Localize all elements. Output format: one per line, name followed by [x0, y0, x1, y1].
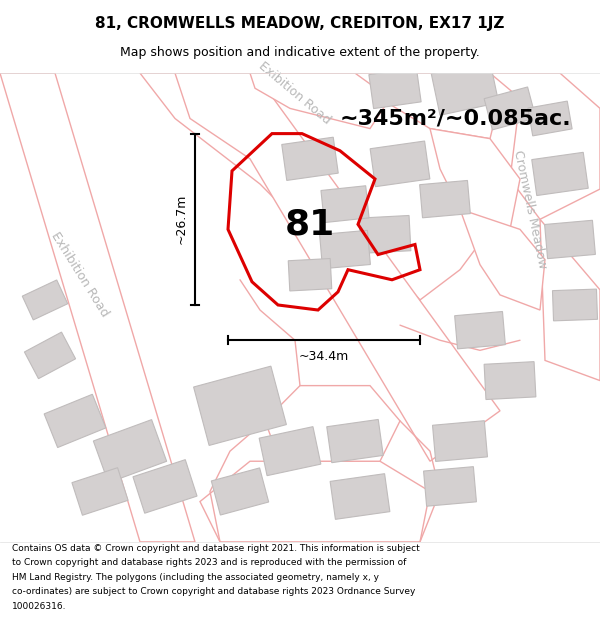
Polygon shape [72, 468, 128, 515]
Text: to Crown copyright and database rights 2023 and is reproduced with the permissio: to Crown copyright and database rights 2… [12, 558, 406, 568]
Polygon shape [250, 73, 390, 129]
Polygon shape [433, 421, 487, 461]
Text: Exhibition Road: Exhibition Road [49, 230, 112, 319]
Polygon shape [359, 216, 411, 253]
Polygon shape [350, 73, 500, 139]
Polygon shape [133, 459, 197, 513]
Text: ~26.7m: ~26.7m [175, 194, 187, 244]
Polygon shape [0, 73, 195, 542]
Polygon shape [484, 87, 536, 130]
Text: ~345m²/~0.085ac.: ~345m²/~0.085ac. [340, 109, 572, 129]
Polygon shape [460, 209, 545, 310]
Polygon shape [211, 468, 269, 515]
Polygon shape [140, 73, 420, 325]
Polygon shape [528, 101, 572, 136]
Polygon shape [540, 219, 600, 381]
Text: 81, CROMWELLS MEADOW, CREDITON, EX17 1JZ: 81, CROMWELLS MEADOW, CREDITON, EX17 1JZ [95, 16, 505, 31]
Polygon shape [553, 289, 598, 321]
Polygon shape [545, 220, 595, 259]
Polygon shape [424, 467, 476, 506]
Text: Map shows position and indicative extent of the property.: Map shows position and indicative extent… [120, 46, 480, 59]
Text: Cromwells Meadow: Cromwells Meadow [511, 149, 549, 270]
Polygon shape [320, 231, 370, 269]
Polygon shape [455, 311, 505, 349]
Text: Exibition Road: Exibition Road [256, 59, 334, 127]
Polygon shape [430, 129, 520, 229]
Polygon shape [327, 419, 383, 462]
Polygon shape [200, 461, 430, 542]
Polygon shape [259, 427, 321, 476]
Text: ~34.4m: ~34.4m [299, 350, 349, 363]
Text: co-ordinates) are subject to Crown copyright and database rights 2023 Ordnance S: co-ordinates) are subject to Crown copyr… [12, 588, 415, 596]
Polygon shape [265, 386, 400, 461]
Polygon shape [369, 68, 421, 109]
Polygon shape [321, 186, 369, 222]
Polygon shape [44, 394, 106, 448]
Text: Contains OS data © Crown copyright and database right 2021. This information is : Contains OS data © Crown copyright and d… [12, 544, 420, 553]
Polygon shape [532, 152, 588, 196]
Polygon shape [175, 73, 500, 461]
Polygon shape [431, 61, 499, 115]
Polygon shape [370, 141, 430, 187]
Polygon shape [288, 259, 332, 291]
Text: HM Land Registry. The polygons (including the associated geometry, namely x, y: HM Land Registry. The polygons (includin… [12, 573, 379, 582]
Polygon shape [419, 181, 470, 218]
Polygon shape [94, 419, 167, 482]
Polygon shape [194, 366, 286, 446]
Text: 100026316.: 100026316. [12, 602, 67, 611]
Polygon shape [490, 73, 600, 219]
Text: 81: 81 [285, 208, 335, 241]
Polygon shape [25, 332, 76, 379]
Polygon shape [484, 362, 536, 399]
Polygon shape [282, 138, 338, 181]
Polygon shape [330, 474, 390, 519]
Polygon shape [22, 280, 68, 320]
